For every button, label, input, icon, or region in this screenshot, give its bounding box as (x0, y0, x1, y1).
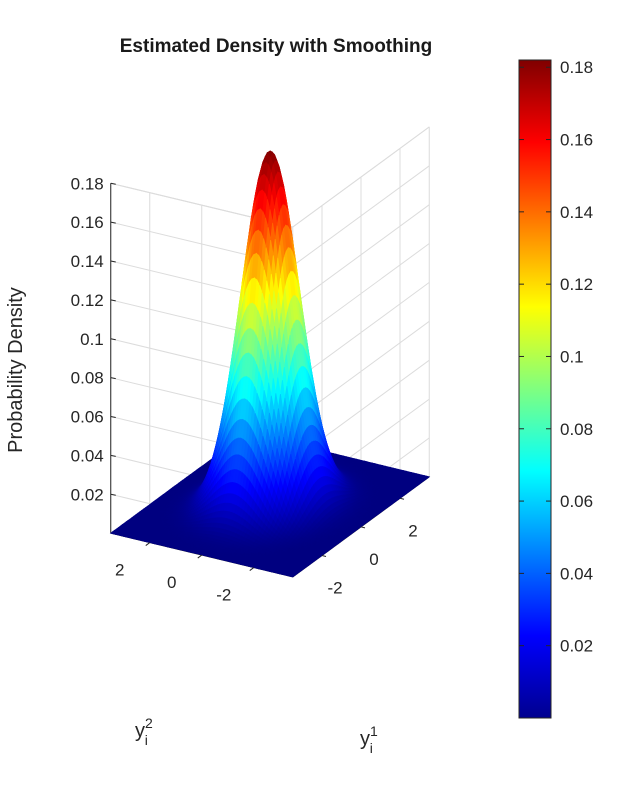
colorbar-tick-label: 0.08 (560, 420, 593, 439)
x-label-sub: i (370, 740, 373, 756)
colorbar-tick-label: 0.18 (560, 58, 593, 77)
colorbar-tick-label: 0.12 (560, 275, 593, 294)
colorbar-tick-label: 0.02 (560, 637, 593, 656)
y-tick-mark (145, 542, 151, 546)
x-tick-mark (360, 526, 366, 529)
colorbar-tick-label: 0.16 (560, 131, 593, 150)
z-tick-mark (110, 454, 116, 457)
z-tick-mark (110, 260, 116, 263)
colorbar-tick-label: 0.06 (560, 492, 593, 511)
y-tick-label: 2 (115, 561, 124, 580)
z-tick-mark (110, 416, 116, 419)
z-tick-mark (110, 493, 116, 496)
z-tick-label: 0.04 (71, 446, 104, 465)
x-tick-label: 2 (408, 521, 417, 540)
x-tick-mark (399, 497, 405, 500)
chart-title: Estimated Density with Smoothing (120, 36, 432, 57)
x-label-sup: 1 (370, 723, 378, 739)
z-tick-mark (110, 182, 116, 185)
z-axis-ticks: 0.02 0.04 0.06 0.08 0.1 0.12 0.14 0.16 0.18 (71, 174, 116, 504)
density-surface (109, 150, 431, 578)
z-tick-mark (110, 338, 116, 341)
x-tick-label: -2 (327, 578, 342, 597)
y-axis-label: y2 i (135, 715, 153, 748)
z-tick-label: 0.02 (71, 485, 104, 504)
y-tick-mark (249, 567, 255, 571)
colorbar-tick-label: 0.1 (560, 347, 584, 366)
y-axis-ticks: -2 0 2 (115, 542, 255, 605)
x-axis-ticks: -2 0 2 (321, 497, 418, 597)
y-tick-label: 0 (167, 573, 176, 592)
x-tick-mark (321, 554, 327, 557)
colorbar-ticks: 0.02 0.04 0.06 0.08 0.1 0.12 0.14 0.16 0.18 (519, 58, 593, 656)
colorbar (518, 59, 552, 719)
z-tick-label: 0.1 (80, 330, 104, 349)
y-label-base: y (135, 720, 145, 742)
z-tick-label: 0.18 (71, 174, 104, 193)
x-label-base: y (360, 728, 370, 750)
z-tick-label: 0.14 (71, 252, 104, 271)
z-tick-label: 0.12 (71, 291, 104, 310)
z-tick-mark (110, 377, 116, 380)
y-tick-label: -2 (216, 586, 231, 605)
y-tick-mark (197, 554, 203, 559)
x-axis-label: y1 i (360, 723, 378, 756)
y-label-sub: i (145, 732, 148, 748)
z-tick-label: 0.06 (71, 408, 104, 427)
y-label-sup: 2 (145, 715, 153, 731)
colorbar-tick-label: 0.14 (560, 203, 593, 222)
z-tick-mark (110, 221, 116, 224)
z-tick-mark (110, 299, 116, 302)
surface-patch (289, 574, 296, 578)
x-tick-label: 0 (369, 550, 378, 569)
z-tick-label: 0.08 (71, 369, 104, 388)
z-axis-label: Probability Density (5, 287, 27, 453)
z-tick-label: 0.16 (71, 213, 104, 232)
colorbar-tick-label: 0.04 (560, 564, 593, 583)
